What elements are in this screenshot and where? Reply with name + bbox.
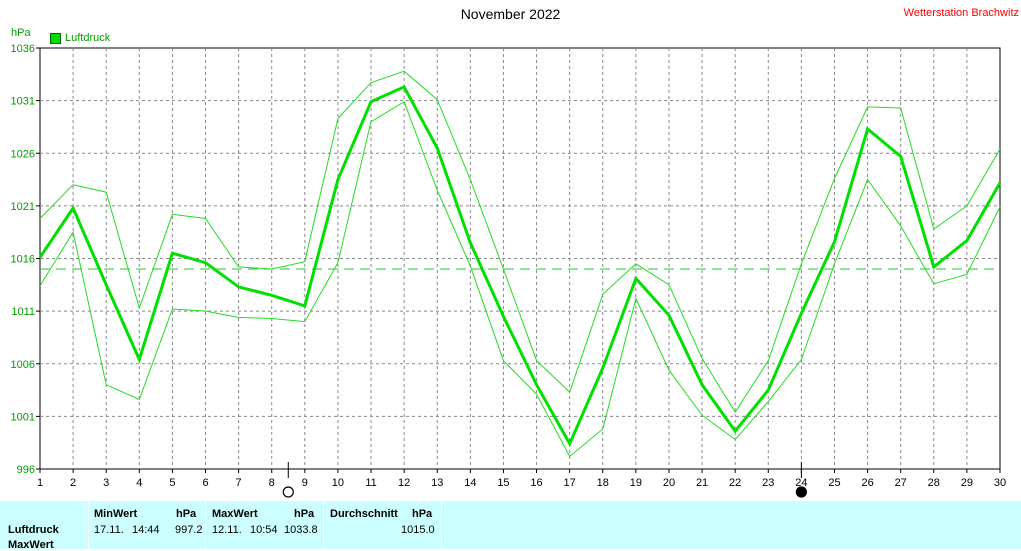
chart-title: November 2022 <box>460 6 561 22</box>
x-tick-label: 15 <box>497 477 509 489</box>
y-tick-label: 1026 <box>11 148 35 160</box>
legend-label: Luftdruck <box>65 32 111 44</box>
min-unit: hPa <box>176 508 197 520</box>
min-header: MinWert <box>94 508 138 520</box>
x-tick-label: 3 <box>103 477 109 489</box>
stats-divider <box>441 501 442 549</box>
x-tick-label: 25 <box>828 477 840 489</box>
y-tick-label: 1001 <box>11 411 35 423</box>
x-tick-label: 21 <box>696 477 708 489</box>
x-tick-label: 29 <box>961 477 973 489</box>
x-tick-label: 11 <box>365 477 376 489</box>
x-tick-label: 13 <box>431 477 443 489</box>
y-tick-label: 1021 <box>11 201 35 213</box>
full-moon-icon <box>282 486 294 498</box>
x-tick-label: 8 <box>269 477 275 489</box>
series-line-mean <box>38 84 1002 448</box>
y-tick-label: 1006 <box>11 359 35 371</box>
y-tick-label: 1031 <box>11 96 35 108</box>
x-tick-label: 19 <box>630 477 642 489</box>
x-tick-label: 4 <box>136 477 142 489</box>
x-tick-label: 9 <box>302 477 308 489</box>
legend-swatch <box>50 32 61 44</box>
x-tick-label: 18 <box>597 477 609 489</box>
min-value: 997.2 <box>175 524 203 536</box>
x-tick-label: 22 <box>729 477 741 489</box>
series-line-min <box>39 100 1001 458</box>
x-tick-label: 17 <box>564 477 576 489</box>
x-tick-label: 24 <box>795 477 807 489</box>
avg-value: 1015.0 <box>401 524 435 536</box>
x-tick-label: 14 <box>464 477 476 489</box>
x-tick-label: 2 <box>70 477 76 489</box>
max-value: 1033.8 <box>284 524 318 536</box>
x-tick-label: 28 <box>928 477 940 489</box>
y-tick-label: 1016 <box>11 254 35 266</box>
y-axis-unit: hPa <box>11 27 31 39</box>
y-tick-label: 1036 <box>11 43 35 55</box>
x-tick-label: 7 <box>236 477 242 489</box>
station-name: Wetterstation Brachwitz <box>903 7 1019 19</box>
min-time: 14:44 <box>132 524 160 536</box>
x-tick-label: 20 <box>663 477 675 489</box>
avg-header: Durchschnitt <box>330 508 398 520</box>
stats-row-label-2: MaxWert <box>8 539 54 551</box>
min-date: 17.11. <box>94 524 124 536</box>
x-tick-label: 16 <box>530 477 542 489</box>
x-tick-label: 12 <box>398 477 410 489</box>
x-tick-label: 10 <box>332 477 344 489</box>
stats-divider <box>323 501 324 549</box>
max-unit: hPa <box>294 508 315 520</box>
max-time: 10:54 <box>250 524 278 536</box>
max-header: MaxWert <box>212 508 258 520</box>
x-tick-label: 27 <box>895 477 907 489</box>
y-tick-label: 1011 <box>11 306 35 318</box>
stats-row-label: Luftdruck <box>8 524 59 536</box>
avg-unit: hPa <box>412 508 433 520</box>
pressure-chart: 1 2 3 4 5 6 7 8 9 10 11 12 13 14 15 16 17 18 19 20 21 22 23 24 2… <box>11 43 1006 498</box>
y-tick-label: 996 <box>17 464 35 476</box>
x-tick-label: 30 <box>994 477 1006 489</box>
series-line-max <box>39 70 1001 414</box>
legend: Luftdruck <box>50 32 110 44</box>
stats-divider <box>205 501 206 549</box>
x-tick-label: 1 <box>37 477 43 489</box>
x-tick-label: 5 <box>169 477 175 489</box>
stats-divider <box>88 501 89 549</box>
x-tick-label: 26 <box>861 477 873 489</box>
stats-table: Luftdruck MaxWert MinWert hPa 17.11. 14:… <box>0 501 1021 551</box>
x-tick-label: 23 <box>762 477 774 489</box>
new-moon-icon <box>795 486 807 498</box>
x-tick-label: 6 <box>202 477 208 489</box>
max-date: 12.11. <box>212 524 242 536</box>
